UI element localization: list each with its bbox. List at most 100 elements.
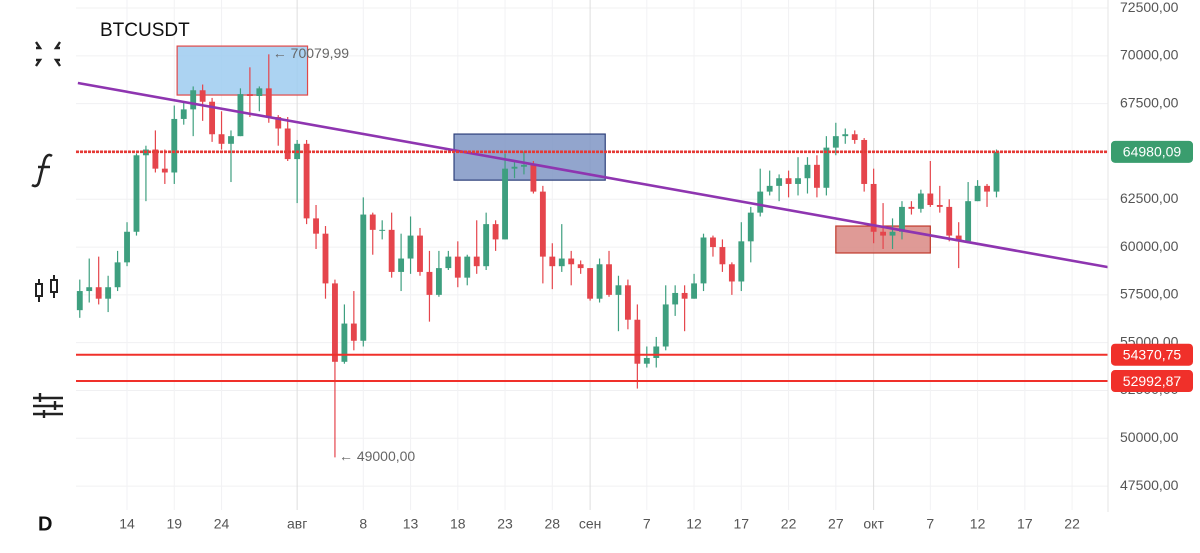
candle-body <box>256 88 263 96</box>
candle-body <box>606 264 612 295</box>
candle-body <box>861 139 868 184</box>
candle-body <box>880 231 887 236</box>
candle-body <box>766 185 773 192</box>
candle-body <box>322 233 329 284</box>
x-tick-label: сен <box>579 516 602 532</box>
candle-body <box>634 319 641 364</box>
y-tick-label: 60000,00 <box>1120 238 1179 254</box>
candle-body <box>521 164 527 167</box>
candle-body <box>86 287 93 292</box>
x-tick-label: 18 <box>450 516 466 532</box>
price-label: 52992,87 <box>1123 373 1182 389</box>
candle-body <box>568 258 575 265</box>
candle-body <box>407 235 414 259</box>
candle-body <box>161 168 168 173</box>
candle-body <box>539 191 546 257</box>
candle-body <box>417 235 423 272</box>
candle-body <box>398 258 405 272</box>
price-label: 64980,09 <box>1123 144 1182 160</box>
candle-body <box>662 304 669 347</box>
candle-body <box>313 218 319 234</box>
candle-body <box>710 237 716 248</box>
indicator-icon[interactable] <box>31 153 53 188</box>
candle-body <box>445 256 452 269</box>
overlays <box>76 81 1109 383</box>
candle-body <box>738 241 745 282</box>
candle-body <box>190 90 197 110</box>
candle-body <box>454 256 461 278</box>
candle-body <box>870 183 877 232</box>
candle-body <box>965 201 972 242</box>
candle-body <box>681 292 688 299</box>
candle-body <box>795 178 801 184</box>
candle-body <box>917 193 924 209</box>
candle-body <box>511 166 518 169</box>
candle-body <box>851 134 858 140</box>
x-tick-label: авг <box>287 516 307 532</box>
candle-body <box>672 292 679 305</box>
candle-body <box>776 178 783 186</box>
candle-body <box>360 214 367 341</box>
x-tick-label: 22 <box>1064 516 1080 532</box>
x-tick-label: 7 <box>926 516 934 532</box>
x-tick-label: 24 <box>214 516 230 532</box>
candle-body <box>558 258 565 267</box>
candle-body <box>927 193 934 205</box>
candle-body <box>332 283 338 362</box>
candle-body <box>114 262 121 288</box>
x-tick-label: 7 <box>643 516 651 532</box>
candle-body <box>379 229 386 231</box>
candle-body <box>199 90 206 102</box>
settings-icon[interactable] <box>33 393 63 418</box>
candle-body <box>596 264 603 299</box>
candle-body <box>700 237 707 284</box>
candle-body <box>530 164 537 192</box>
candle-body <box>435 268 442 295</box>
chart-title: BTCUSDT <box>100 20 190 41</box>
y-tick-label: 67500,00 <box>1120 94 1179 110</box>
x-tick-label: окт <box>863 516 884 532</box>
chart-type-icon[interactable] <box>35 275 58 302</box>
candle-body <box>265 88 272 118</box>
candle-body <box>133 155 140 232</box>
candle-body <box>209 101 216 135</box>
candle-body <box>492 224 499 240</box>
y-tick-label: 50000,00 <box>1120 429 1179 445</box>
toolbar <box>0 0 76 553</box>
x-tick-label: 23 <box>497 516 513 532</box>
candle-body <box>832 136 839 148</box>
x-tick-label: 14 <box>119 516 135 532</box>
x-tick-label: 27 <box>828 516 844 532</box>
candle-body <box>624 285 631 320</box>
candle-body <box>785 178 792 184</box>
candle-body <box>908 206 915 209</box>
candle-body <box>653 346 660 358</box>
candle-body <box>577 264 584 269</box>
candle-body <box>95 287 102 299</box>
candle-body <box>804 164 811 179</box>
annotation: ← 49000,00 <box>339 448 415 464</box>
trendline <box>77 81 1109 269</box>
candle-body <box>171 118 178 173</box>
candles <box>76 54 1000 458</box>
candle-body <box>946 206 953 236</box>
y-tick-label: 62500,00 <box>1120 190 1179 206</box>
candle-body <box>984 185 990 192</box>
y-tick-label: 47500,00 <box>1120 477 1179 493</box>
fullscreen-icon[interactable] <box>35 41 61 67</box>
candle-body <box>284 128 291 160</box>
candle-body <box>691 283 697 299</box>
candle-body <box>388 229 395 272</box>
y-tick-label: 57500,00 <box>1120 286 1179 302</box>
candle-body <box>473 256 480 267</box>
candle-body <box>993 151 1000 192</box>
candle-body <box>549 256 556 267</box>
candle-body <box>152 149 159 169</box>
interval[interactable]: D <box>38 513 52 535</box>
candle-body <box>823 147 830 188</box>
candle-body <box>955 235 962 242</box>
candle-body <box>889 231 896 236</box>
candle-body <box>502 168 508 240</box>
candle-body <box>180 109 187 119</box>
